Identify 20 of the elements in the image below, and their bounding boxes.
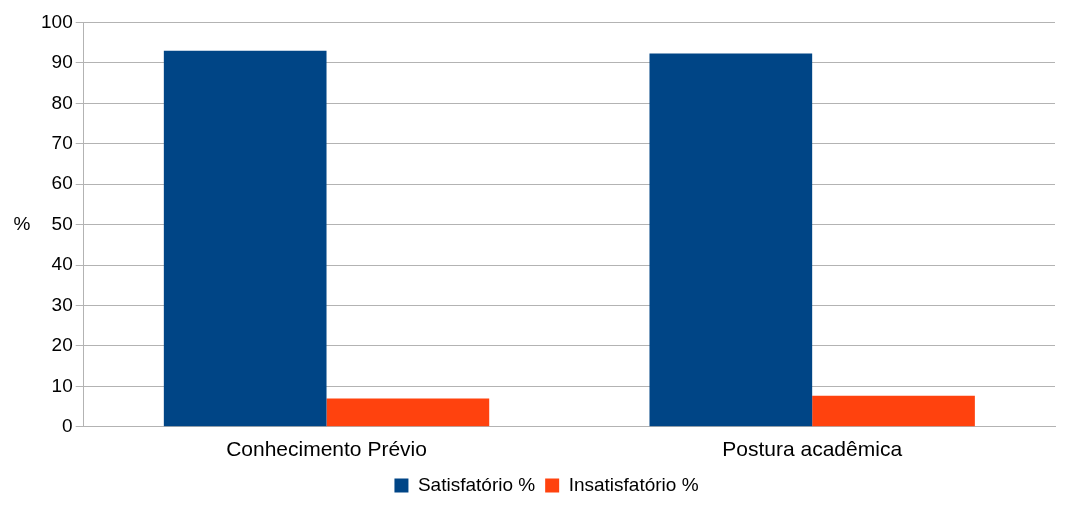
legend-label: Satisfatório % [417,473,536,495]
y-tick-label: 10 [51,374,73,396]
y-axis-title: % [13,212,31,234]
y-tick-label: 40 [51,253,73,275]
y-tick-label: 100 [41,10,73,32]
y-tick-label: 60 [51,172,73,194]
bar [326,398,490,427]
bar [649,53,813,427]
y-tick-label: 0 [62,415,73,437]
y-tick-label: 70 [51,131,73,153]
y-tick-label: 20 [51,334,73,356]
legend-label: Insatisfatório % [568,473,699,495]
x-tick-label: Conhecimento Prévio [226,437,427,461]
x-tick-label: Postura acadêmica [722,437,903,461]
bar [163,50,327,427]
y-tick-label: 50 [51,212,73,234]
y-tick-label: 90 [51,51,73,73]
y-tick-label: 30 [51,293,73,315]
y-tick-label: 80 [51,91,73,113]
bar [812,395,975,427]
